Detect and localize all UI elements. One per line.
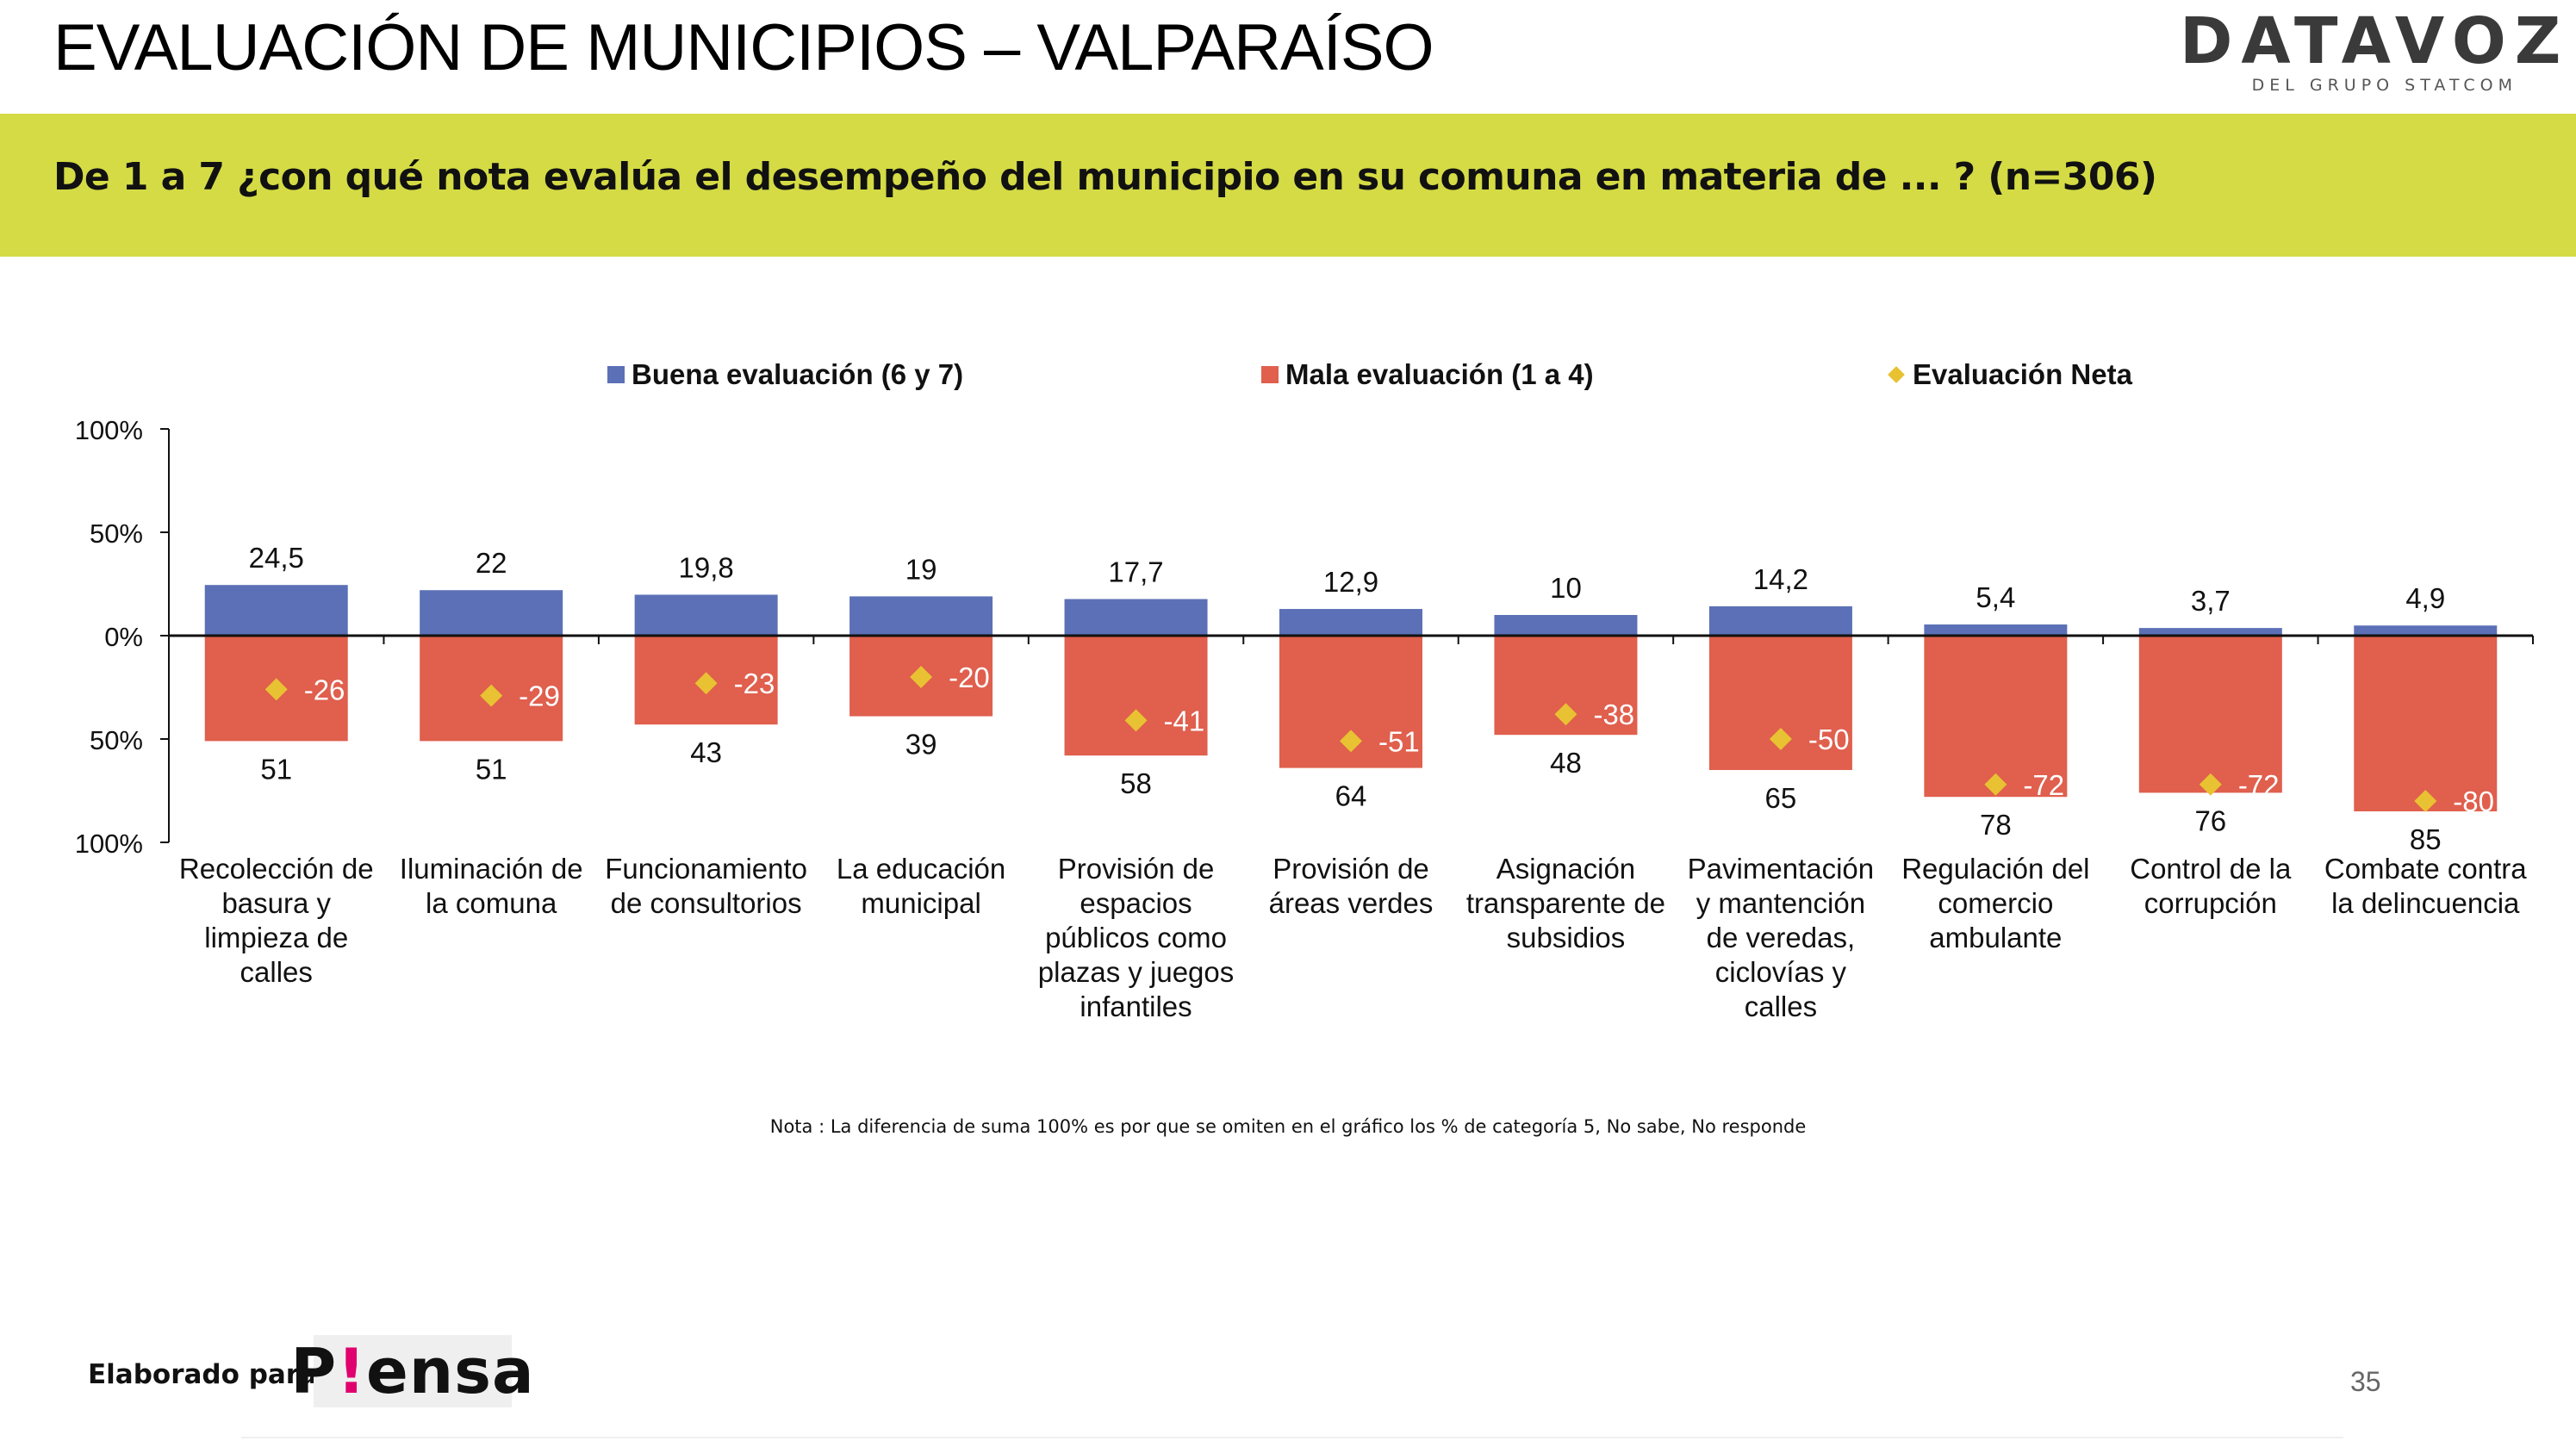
bar-good (635, 594, 778, 636)
data-label-good: 24,5 (249, 542, 304, 574)
data-label-bad: 78 (1980, 809, 2012, 841)
data-label-net: -51 (1378, 725, 1420, 757)
data-label-good: 4,9 (2405, 582, 2445, 614)
data-label-bad: 51 (476, 753, 507, 785)
data-label-bad: 85 (2410, 823, 2442, 855)
category-label: Provisión de áreas verdes (1269, 853, 1434, 919)
bar-good (1065, 599, 1208, 636)
bar-good (1709, 606, 1852, 636)
footer-divider (241, 1437, 2343, 1438)
data-label-bad: 51 (260, 753, 292, 785)
data-label-net: -41 (1164, 705, 1205, 736)
chart-note: Nota : La diferencia de suma 100% es por… (0, 1116, 2576, 1137)
client-logo-rest: ensa (366, 1335, 535, 1407)
data-label-good: 10 (1550, 572, 1582, 604)
data-label-good: 14,2 (1753, 563, 1808, 595)
data-label-net: -26 (304, 674, 345, 705)
category-label: Funcionamiento de consultorios (605, 853, 807, 919)
data-label-net: -29 (519, 680, 560, 712)
category-label: Control de la corrupción (2130, 853, 2292, 919)
y-tick-label: 50% (90, 725, 143, 755)
bar-good (1279, 609, 1422, 636)
data-label-net: -72 (2238, 769, 2280, 801)
category-label: Provisión de espacios públicos como plazas … (1038, 853, 1234, 1022)
client-logo: P!ensa (314, 1335, 512, 1407)
data-label-good: 19,8 (679, 551, 734, 583)
data-label-net: -20 (949, 661, 990, 693)
y-tick-label: 0% (104, 622, 143, 652)
data-label-good: 3,7 (2191, 585, 2231, 617)
data-label-bad: 48 (1550, 747, 1582, 779)
bar-good (849, 596, 992, 636)
data-label-net: -80 (2453, 786, 2494, 817)
bar-good (205, 585, 348, 636)
data-label-bad: 43 (690, 736, 722, 768)
data-label-bad: 58 (1120, 767, 1152, 799)
bar-bad (1065, 636, 1208, 755)
data-label-bad: 76 (2194, 804, 2226, 836)
y-tick-label: 100% (75, 829, 143, 859)
category-label: La educación municipal (837, 853, 1005, 919)
data-label-bad: 65 (1765, 782, 1797, 814)
data-label-good: 5,4 (1976, 581, 2015, 613)
client-logo-exclamation: ! (337, 1335, 366, 1407)
category-label: Asignación transparente de subsidios (1466, 853, 1665, 953)
bar-good (2354, 625, 2497, 636)
data-label-bad: 39 (905, 729, 937, 761)
category-label: Regulación del comercio ambulante (1901, 853, 2089, 953)
category-label: Recolección de basura y limpieza de calles (179, 853, 374, 988)
bar-good (1494, 615, 1637, 636)
data-label-good: 19 (905, 553, 937, 585)
bar-good (1924, 624, 2067, 636)
data-label-good: 12,9 (1323, 566, 1378, 598)
data-label-net: -72 (2023, 769, 2064, 801)
category-label: Combate contra la delincuencia (2324, 853, 2527, 919)
category-label: Pavimentación y mantención de veredas, cicl… (1688, 853, 1874, 1022)
data-label-net: -23 (734, 668, 775, 699)
data-label-good: 22 (476, 547, 507, 579)
y-tick-label: 50% (90, 519, 143, 549)
data-label-good: 17,7 (1108, 556, 1163, 588)
data-label-net: -50 (1808, 724, 1850, 755)
category-label: Iluminación de la comuna (400, 853, 583, 919)
page-number: 35 (2350, 1366, 2381, 1398)
data-label-bad: 64 (1335, 780, 1367, 812)
bar-good (420, 590, 563, 636)
bar-chart: 100% 50% 0% 50% 100% 24,5 51 -26 Recolección de b… (0, 0, 2576, 1447)
client-logo-p: P (290, 1335, 337, 1407)
data-label-net: -38 (1593, 699, 1634, 730)
y-tick-label: 100% (75, 415, 143, 445)
client-logo-text: P!ensa (290, 1335, 534, 1407)
